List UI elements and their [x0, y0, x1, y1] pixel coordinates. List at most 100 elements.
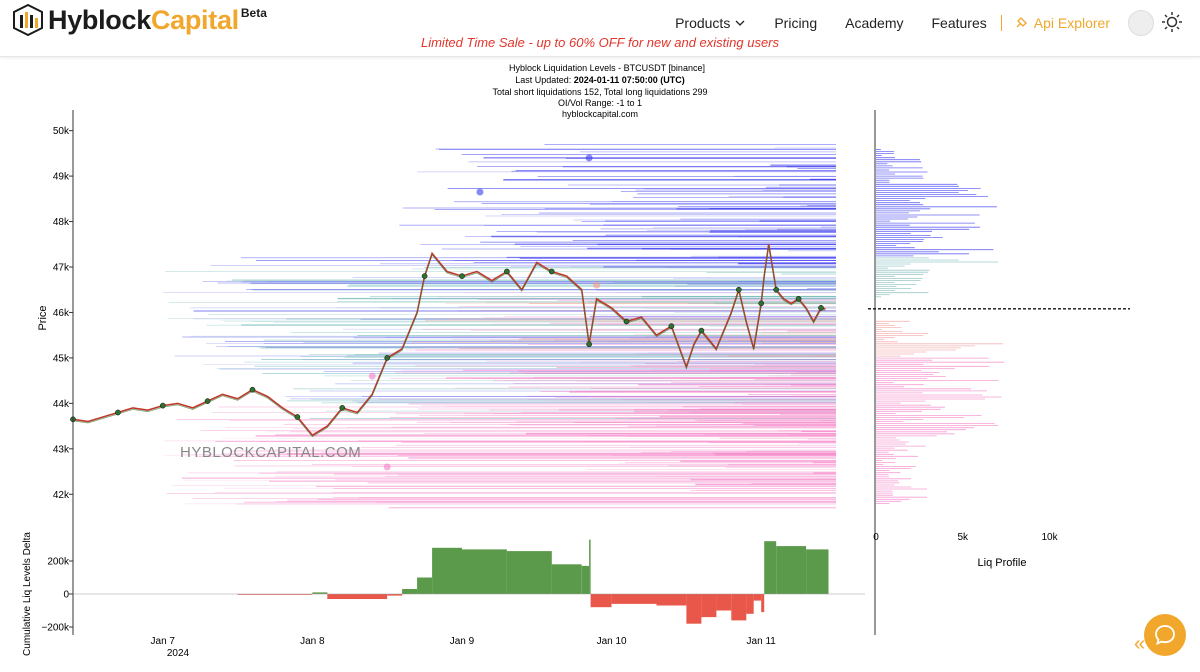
price-marker: [159, 402, 166, 409]
nav-features[interactable]: Features: [931, 15, 987, 31]
nav-api-explorer-label: Api Explorer: [1033, 15, 1110, 31]
profile-tick-label: 0: [873, 532, 879, 543]
price-marker: [384, 355, 391, 361]
price-marker: [504, 268, 510, 275]
x-tick-label: Jan 9: [450, 636, 475, 647]
delta-tick-label: 0: [63, 590, 69, 601]
nav-api-explorer[interactable]: Api Explorer: [1014, 15, 1110, 31]
delta-bar: [327, 594, 388, 599]
main-nav: Products Pricing Academy Features Api Ex…: [647, 10, 1154, 36]
liq-profile-bars: [876, 149, 1005, 504]
price-marker: [204, 398, 211, 404]
liq-bubble: [476, 188, 484, 196]
price-series: [70, 244, 826, 438]
delta-bar: [432, 547, 462, 594]
delta-tick-label: −200k: [41, 623, 70, 634]
y-tick-label: 48k: [53, 217, 70, 228]
price-marker: [795, 295, 802, 302]
y-axis-ticks: 42k 43k 44k 45k 46k 47k 48k 49k 50k: [53, 126, 73, 501]
y-tick-label: 46k: [53, 308, 70, 319]
price-marker: [586, 341, 592, 348]
delta-bar: [761, 594, 765, 613]
price-marker: [459, 273, 465, 279]
delta-bar: [806, 549, 829, 594]
price-marker: [698, 327, 705, 334]
delta-bar: [731, 594, 747, 621]
sun-icon[interactable]: [1160, 10, 1184, 34]
y-tick-label: 50k: [53, 126, 70, 137]
price-marker: [818, 305, 824, 311]
collapse-arrows-icon[interactable]: «: [1134, 633, 1146, 655]
liq-bubble: [585, 154, 593, 162]
price-marker: [115, 409, 121, 416]
delta-bar: [402, 589, 418, 594]
x-tick-label: Jan 8: [300, 636, 325, 647]
chevron-down-icon: [735, 20, 745, 26]
liq-bubble: [368, 372, 376, 380]
promo-banner[interactable]: Limited Time Sale - up to 60% OFF for ne…: [420, 35, 780, 50]
delta-bar: [764, 541, 777, 594]
chat-button[interactable]: [1144, 614, 1186, 656]
delta-bar: [590, 594, 612, 608]
user-avatar[interactable]: [1128, 10, 1154, 36]
nav-pricing[interactable]: Pricing: [774, 15, 818, 31]
profile-tick-label: 10k: [1042, 532, 1059, 543]
delta-bar: [656, 594, 687, 606]
price-marker: [668, 323, 675, 329]
price-marker: [758, 300, 765, 307]
delta-bar: [753, 594, 762, 601]
delta-tick-label: 200k: [47, 557, 70, 568]
delta-bar: [312, 592, 328, 594]
chart-svg: Hyblock Liquidation Levels - BTCUSDT [bi…: [22, 63, 1130, 659]
y-tick-label: 49k: [53, 172, 70, 183]
delta-bar: [237, 594, 313, 595]
nav-divider: [1000, 15, 1002, 31]
price-marker: [339, 405, 346, 411]
price-line-shadow: [72, 245, 826, 438]
chat-bubble-icon: [1155, 625, 1175, 646]
beta-badge: Beta: [240, 6, 267, 20]
liq-bubble: [383, 463, 391, 471]
delta-axis-label: Cumulative Liq Levels Delta: [22, 532, 33, 656]
y-tick-label: 42k: [53, 490, 70, 501]
price-marker: [249, 386, 256, 393]
liquidation-bands: [163, 144, 836, 509]
chart-title: Hyblock Liquidation Levels - BTCUSDT [bi…: [493, 63, 708, 119]
profile-axis-label: Liq Profile: [978, 557, 1027, 569]
delta-bar: [462, 549, 507, 594]
nav-products-label: Products: [675, 15, 731, 31]
delta-series: [237, 539, 829, 624]
profile-axis-ticks: 0 5k 10k: [873, 532, 1058, 543]
delta-bar: [417, 577, 433, 594]
nav-products[interactable]: Products: [675, 15, 746, 31]
brand-name: HyblockCapital: [48, 5, 239, 35]
brand-logo[interactable]: HyblockCapital Beta: [12, 4, 267, 36]
x-year-label: 2024: [167, 648, 190, 659]
y-tick-label: 45k: [53, 353, 70, 364]
profile-tick-label: 5k: [958, 532, 970, 543]
api-plug-icon: [1016, 17, 1027, 28]
delta-axis-ticks: 200k 0 −200k: [41, 557, 73, 634]
delta-bar: [701, 594, 717, 618]
nav-academy[interactable]: Academy: [845, 15, 904, 31]
title-line-1: Hyblock Liquidation Levels - BTCUSDT [bi…: [509, 63, 705, 73]
delta-bar: [506, 551, 552, 594]
delta-bar: [387, 594, 403, 596]
price-marker: [294, 414, 301, 420]
delta-bar: [611, 594, 657, 604]
y-tick-label: 43k: [53, 444, 70, 455]
y-tick-label: 47k: [53, 263, 70, 274]
x-tick-label: Jan 11: [747, 636, 777, 647]
price-marker: [735, 286, 742, 293]
delta-bar: [746, 594, 754, 614]
title-line-2: Last Updated: 2024-01-11 07:50:00 (UTC): [515, 75, 685, 85]
delta-bar: [551, 564, 582, 594]
delta-bar: [716, 594, 732, 611]
delta-bar: [589, 539, 591, 594]
title-line-4: OI/Vol Range: -1 to 1: [558, 98, 642, 108]
y-tick-label: 44k: [53, 399, 70, 410]
x-tick-label: Jan 7: [151, 636, 176, 647]
top-navigation-bar: HyblockCapital Beta Products Pricing Aca…: [0, 0, 1200, 57]
delta-bar: [686, 594, 702, 624]
price-marker: [421, 273, 428, 279]
